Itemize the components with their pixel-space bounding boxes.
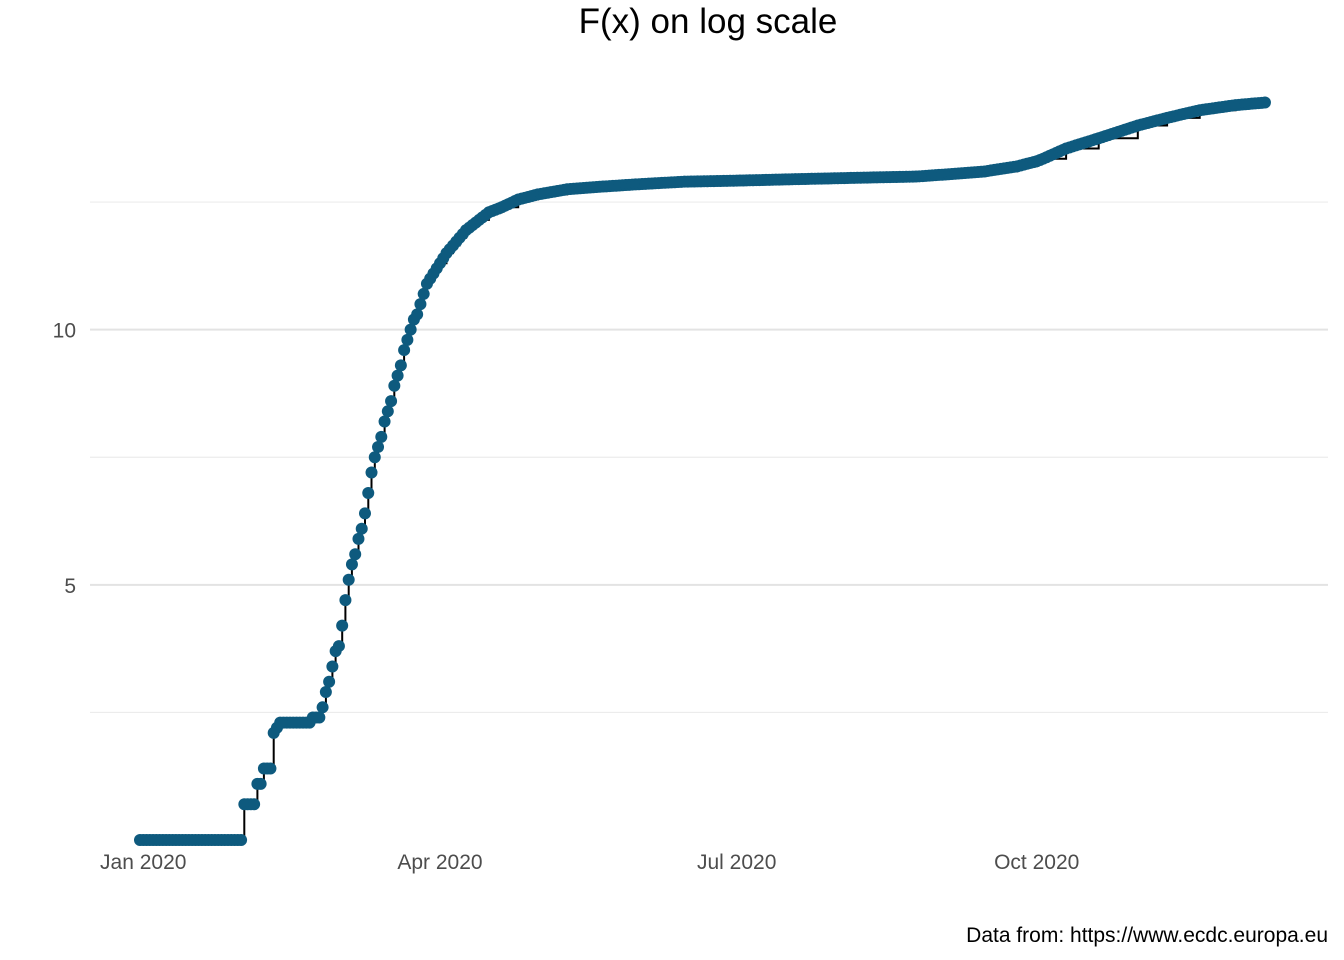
data-point xyxy=(365,466,378,479)
data-point xyxy=(375,430,388,443)
y-tick-label: 10 xyxy=(53,320,76,343)
gridlines xyxy=(90,201,1328,714)
data-point xyxy=(264,762,277,775)
data-point xyxy=(401,333,414,346)
data-point xyxy=(355,522,368,535)
data-point xyxy=(411,308,424,321)
series-line-group xyxy=(140,102,1266,841)
data-point xyxy=(372,441,385,454)
data-point xyxy=(417,287,430,300)
data-point xyxy=(381,405,394,418)
data-point xyxy=(404,323,417,336)
data-point xyxy=(326,660,339,673)
data-point xyxy=(254,777,267,790)
data-point xyxy=(388,379,401,392)
data-point xyxy=(385,395,398,408)
data-point xyxy=(313,711,326,724)
data-point xyxy=(398,344,411,357)
data-point xyxy=(1258,96,1271,109)
data-point xyxy=(323,675,336,688)
y-tick-label: 5 xyxy=(64,575,76,598)
data-point xyxy=(349,548,362,561)
data-point xyxy=(394,359,407,372)
data-point xyxy=(368,451,381,464)
data-point xyxy=(414,298,427,311)
chart-title: F(x) on log scale xyxy=(579,2,838,41)
chart-caption: Data from: https://www.ecdc.europa.eu xyxy=(966,924,1328,947)
x-tick-label: Apr 2020 xyxy=(397,851,482,874)
data-points xyxy=(134,96,1271,846)
y-axis: 5 10 xyxy=(53,320,76,598)
data-point xyxy=(248,798,261,811)
data-point xyxy=(339,594,352,607)
data-point xyxy=(345,558,358,571)
data-point xyxy=(378,415,391,428)
data-point xyxy=(352,532,365,545)
x-axis: Jan 2020 Apr 2020 Jul 2020 Oct 2020 xyxy=(100,851,1079,874)
data-point xyxy=(316,701,329,714)
data-point xyxy=(358,507,371,520)
data-point xyxy=(235,834,248,846)
x-tick-label: Jul 2020 xyxy=(697,851,776,874)
data-point xyxy=(362,486,375,499)
series-line xyxy=(140,102,1266,841)
x-tick-label: Oct 2020 xyxy=(994,851,1079,874)
data-point xyxy=(319,686,332,698)
data-point xyxy=(332,640,345,653)
x-tick-label: Jan 2020 xyxy=(100,851,186,874)
data-point xyxy=(391,369,404,382)
data-point xyxy=(336,619,349,632)
data-point xyxy=(342,573,355,586)
